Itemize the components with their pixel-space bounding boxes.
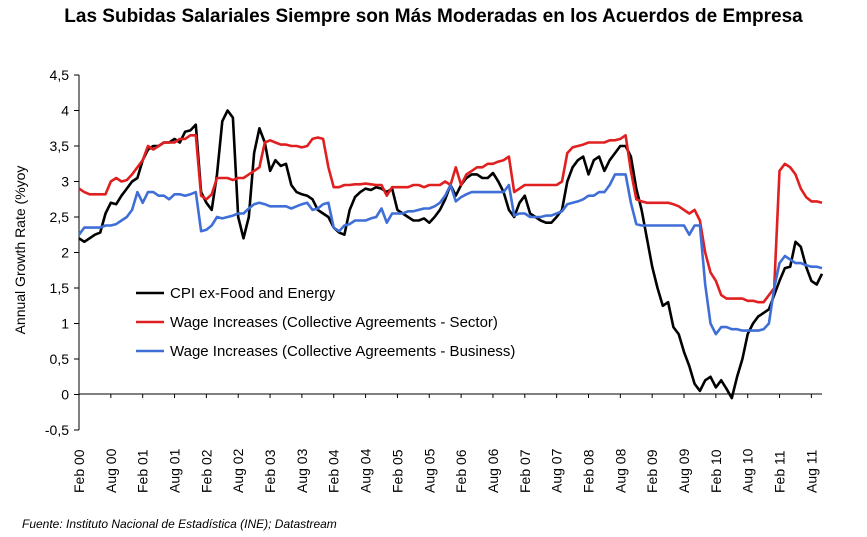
x-tick-label: Aug 09 — [676, 448, 692, 493]
y-axis-title: Annual Growth Rate (%yoy — [12, 166, 28, 335]
y-tick-label: 3,5 — [50, 138, 70, 154]
y-tick-label: 3 — [61, 174, 69, 190]
x-tick-label: Feb 03 — [262, 449, 278, 493]
x-tick-label: Aug 03 — [294, 448, 310, 493]
y-tick-label: 0 — [61, 387, 69, 403]
x-tick-label: Aug 04 — [358, 448, 374, 493]
y-tick-label: 1,5 — [50, 280, 70, 296]
legend: CPI ex-Food and Energy Wage Increases (Co… — [136, 285, 515, 360]
x-tick-label: Feb 00 — [71, 449, 87, 493]
y-tick-label: 4 — [61, 103, 69, 119]
series-lines — [77, 109, 824, 400]
x-tick-label: Aug 02 — [230, 448, 246, 493]
y-tick-label: -0,5 — [45, 422, 69, 438]
x-tick-label: Feb 08 — [580, 449, 596, 493]
x-tick-label: Feb 11 — [772, 450, 788, 493]
x-tick-label: Aug 06 — [485, 448, 501, 493]
x-tick-label: Aug 00 — [103, 448, 119, 493]
y-tick-label: 0,5 — [50, 351, 70, 367]
chart-title: Las Subidas Salariales Siempre son Más M… — [64, 6, 803, 27]
x-tick-label: Aug 10 — [740, 448, 756, 493]
x-tick-label: Feb 09 — [644, 449, 660, 493]
x-tick-label: Feb 10 — [708, 449, 724, 493]
x-tick-label: Aug 01 — [167, 448, 183, 493]
x-tick-label: Aug 08 — [612, 448, 628, 493]
x-tick-label: Aug 05 — [421, 448, 437, 493]
y-tick-label: 2 — [61, 245, 69, 261]
x-tick-label: Feb 01 — [135, 449, 151, 493]
x-tick-label: Feb 05 — [389, 449, 405, 493]
legend-label-1: CPI ex-Food and Energy — [170, 285, 336, 302]
series-line-3 — [77, 173, 823, 336]
y-tick-label: 1 — [61, 316, 69, 332]
y-tick-label: 2,5 — [50, 209, 70, 225]
x-tick-label: Feb 04 — [326, 449, 342, 493]
series-line-2 — [78, 134, 823, 304]
x-tick-label: Aug 11 — [803, 449, 819, 493]
x-tick-label: Feb 06 — [453, 449, 469, 493]
legend-label-2: Wage Increases (Collective Agreements - … — [170, 314, 498, 331]
y-axis: -0,5 0 0,5 1 1,5 2 2,5 3 3,5 4 4,5 — [45, 67, 80, 438]
legend-label-3: Wage Increases (Collective Agreements - … — [170, 343, 515, 360]
y-tick-label: 4,5 — [50, 67, 70, 83]
x-tick-label: Feb 07 — [517, 449, 533, 493]
source-note: Fuente: Instituto Nacional de Estadístic… — [22, 517, 337, 531]
x-axis: Feb 00 Aug 00 Feb 01 Aug 01 Feb 02 Aug 02 Feb … — [71, 393, 822, 493]
x-tick-label: Feb 02 — [198, 449, 214, 493]
x-tick-label: Aug 07 — [549, 448, 565, 493]
